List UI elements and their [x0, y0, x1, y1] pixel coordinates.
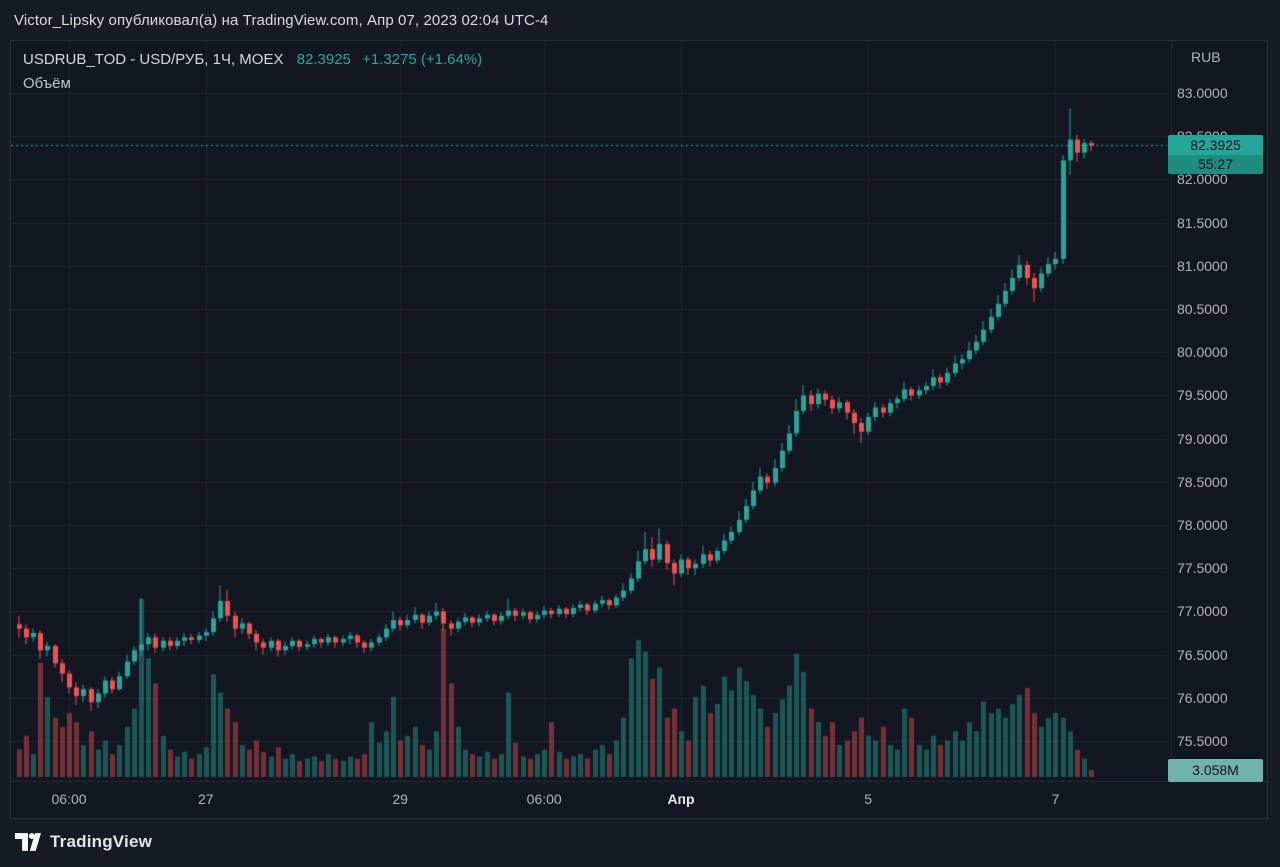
- attribution-bar: Victor_Lipsky опубликовал(а) на TradingV…: [0, 0, 1280, 40]
- chart-legend: USDRUB_TOD - USD/РУБ, 1Ч, MOEX 82.3925 +…: [23, 50, 482, 93]
- time-tick-label: 29: [392, 791, 408, 807]
- price-axis[interactable]: 83.000082.500082.000081.500081.000080.50…: [1177, 41, 1265, 781]
- current-volume-badge: 3.058M: [1168, 759, 1263, 782]
- symbol-title[interactable]: USDRUB_TOD - USD/РУБ, 1Ч, MOEX: [23, 51, 284, 68]
- price-tick-label: 81.5000: [1177, 214, 1228, 231]
- bar-countdown-timer: 55:27: [1168, 155, 1263, 175]
- volume-indicator-label[interactable]: Объём: [23, 75, 71, 92]
- price-tick-label: 78.5000: [1177, 473, 1228, 490]
- legend-last-price: 82.3925: [296, 51, 351, 68]
- time-tick-label: Апр: [667, 791, 695, 807]
- price-tick-label: 79.0000: [1177, 430, 1228, 447]
- price-tick-label: 82.0000: [1177, 171, 1228, 188]
- tradingview-logo-icon[interactable]: [15, 833, 41, 851]
- footer-bar: TradingView: [0, 819, 1280, 865]
- time-tick-label: 06:00: [526, 791, 562, 807]
- price-tick-label: 76.0000: [1177, 689, 1228, 706]
- current-price-value: 82.3925: [1168, 135, 1263, 156]
- price-tick-label: 80.5000: [1177, 301, 1228, 317]
- current-price-badge: 82.3925 55:27: [1168, 135, 1263, 175]
- attribution-text: Victor_Lipsky опубликовал(а) на TradingV…: [14, 11, 549, 29]
- time-tick-label: 5: [864, 791, 873, 807]
- price-tick-label: 78.0000: [1177, 517, 1228, 533]
- time-tick-label: 27: [198, 791, 214, 807]
- time-tick-label: 7: [1051, 791, 1060, 807]
- footer-brand-text[interactable]: TradingView: [50, 832, 153, 851]
- price-tick-label: 77.0000: [1177, 603, 1228, 620]
- price-tick-label: 75.5000: [1177, 733, 1228, 749]
- legend-change: +1.3275 (+1.64%): [362, 51, 483, 68]
- price-tick-label: 79.5000: [1177, 387, 1228, 404]
- price-tick-label: 76.5000: [1177, 646, 1228, 663]
- price-tick-label: 80.0000: [1177, 344, 1228, 361]
- candlestick-volume-canvas[interactable]: [11, 41, 1267, 818]
- price-tick-label: 81.0000: [1177, 257, 1228, 274]
- time-axis[interactable]: 06:00 27 29 06:00 Апр 5 7: [11, 791, 1267, 817]
- currency-axis-label: RUB: [1191, 49, 1221, 65]
- price-tick-label: 77.5000: [1177, 560, 1228, 577]
- price-tick-label: 83.0000: [1177, 85, 1228, 101]
- time-tick-label: 06:00: [51, 791, 87, 807]
- chart-panel: USDRUB_TOD - USD/РУБ, 1Ч, MOEX 82.3925 +…: [10, 40, 1268, 819]
